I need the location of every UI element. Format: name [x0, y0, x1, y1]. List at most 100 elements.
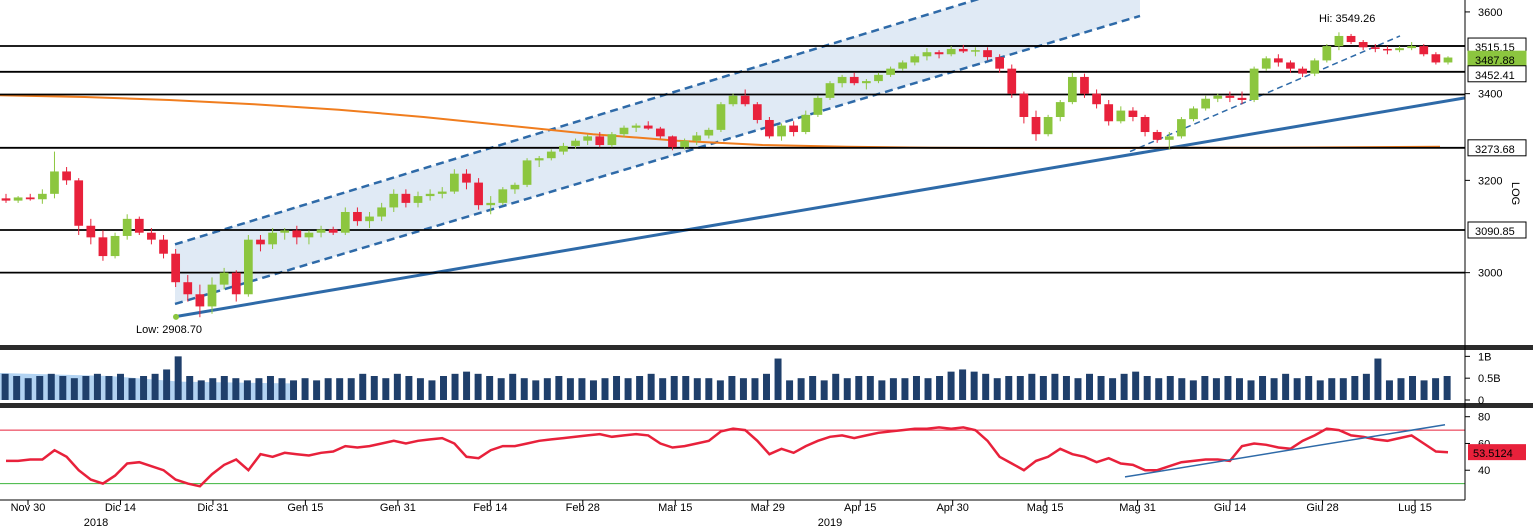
volume-bar	[1316, 380, 1324, 400]
volume-bar	[128, 378, 136, 400]
candle-body	[510, 184, 520, 190]
volume-bar	[832, 373, 840, 400]
candle-body	[1395, 48, 1404, 51]
candle-body	[849, 76, 859, 84]
candle-body	[1431, 54, 1441, 63]
x-tick-label: Apr 15	[844, 502, 876, 514]
candle-body	[122, 218, 132, 236]
candle-body	[425, 193, 435, 197]
volume-bar	[1086, 373, 1094, 400]
volume-bar	[1351, 376, 1359, 400]
volume-bar	[797, 378, 805, 400]
candle-body	[1419, 46, 1429, 55]
x-tick-label: Nov 30	[11, 502, 46, 514]
candle-body	[1116, 110, 1126, 122]
candle-body	[1, 198, 11, 201]
volume-bar	[555, 376, 563, 400]
volume-bar	[186, 376, 194, 400]
candle-body	[559, 145, 568, 152]
candle-body	[534, 158, 544, 161]
candle-body	[413, 196, 423, 203]
volume-bar	[820, 380, 828, 400]
volume-bar	[393, 373, 401, 400]
candle-body	[328, 229, 338, 233]
volume-bar	[255, 378, 263, 400]
candle-body	[1213, 95, 1223, 99]
panel-separator-2	[0, 403, 1533, 408]
volume-bar	[578, 378, 586, 400]
candle-body	[958, 48, 968, 52]
candle-body	[268, 232, 277, 245]
candle-body	[365, 216, 374, 222]
volume-bar	[1224, 376, 1232, 400]
candle-body	[1298, 68, 1307, 74]
candle-body	[231, 272, 241, 295]
candle-body	[813, 97, 823, 115]
candle-body	[1383, 48, 1392, 51]
volume-bar	[163, 369, 171, 400]
volume-bar	[140, 376, 148, 400]
candle-body	[1043, 116, 1053, 135]
volume-bar	[243, 380, 251, 400]
x-tick-label: Mag 31	[1119, 502, 1156, 514]
candle-body	[874, 74, 883, 82]
candle-body	[1164, 136, 1174, 140]
candle-body	[983, 50, 992, 58]
volume-bar	[1247, 380, 1255, 400]
price-label-box	[1467, 65, 1527, 83]
volume-bar	[36, 376, 44, 400]
volume-tick-label: 0	[1478, 395, 1484, 407]
candle-body	[801, 114, 811, 133]
volume-bar	[589, 380, 597, 400]
candle-body	[922, 52, 932, 57]
volume-bar	[901, 378, 909, 400]
price-label-box	[1467, 221, 1527, 239]
candle-body	[243, 239, 253, 295]
candle-body	[789, 125, 799, 133]
volume-bar	[174, 356, 182, 400]
volume-bar	[763, 373, 770, 400]
x-tick-label: Giu 28	[1306, 502, 1338, 514]
candle-body	[595, 136, 605, 146]
volume-bar	[82, 376, 90, 400]
y-tick-label: 3200	[1478, 175, 1502, 187]
x-tick-label: Dic 14	[105, 502, 136, 514]
low-marker	[173, 313, 179, 320]
volume-bar	[1235, 378, 1243, 400]
x-tick-label: Giu 14	[1214, 502, 1246, 514]
volume-bar	[405, 376, 413, 400]
volume-bar	[1166, 376, 1174, 400]
short-dashed-trendline	[1129, 35, 1401, 153]
volume-bar	[647, 373, 655, 400]
volume-bar	[1305, 376, 1313, 400]
candle-body	[1128, 110, 1138, 117]
volume-bar	[13, 376, 21, 400]
volume-bar	[474, 373, 482, 400]
volume-bar	[1362, 373, 1370, 400]
volume-bar	[197, 380, 205, 400]
volume-bar	[370, 376, 378, 400]
volume-bar	[1051, 373, 1059, 400]
volume-bar	[728, 376, 736, 400]
volume-bar	[1155, 378, 1163, 400]
candle-body	[898, 62, 908, 69]
candle-body	[159, 239, 168, 254]
volume-bar	[1397, 378, 1405, 400]
candle-body	[134, 218, 144, 233]
candle-body	[1055, 102, 1065, 117]
volume-bar	[1039, 376, 1047, 400]
volume-bar	[209, 378, 217, 400]
candle-body	[752, 104, 762, 120]
volume-bar	[1420, 380, 1428, 400]
volume-bar	[982, 373, 990, 400]
volume-bar	[509, 373, 517, 400]
volume-bar	[382, 378, 390, 400]
volume-bar	[566, 378, 574, 400]
volume-bar	[1005, 376, 1013, 400]
volume-bar	[1339, 378, 1347, 400]
volume-bar	[451, 373, 459, 400]
candle-body	[946, 48, 956, 55]
candle-body	[655, 128, 665, 137]
volume-bar	[24, 378, 32, 400]
volume-bar	[1259, 376, 1267, 400]
